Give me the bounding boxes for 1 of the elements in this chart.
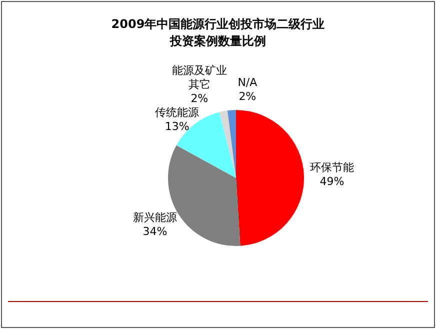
title: 2009年中国能源行业创投市场二级行业投资案例数量比例	[110, 16, 326, 50]
